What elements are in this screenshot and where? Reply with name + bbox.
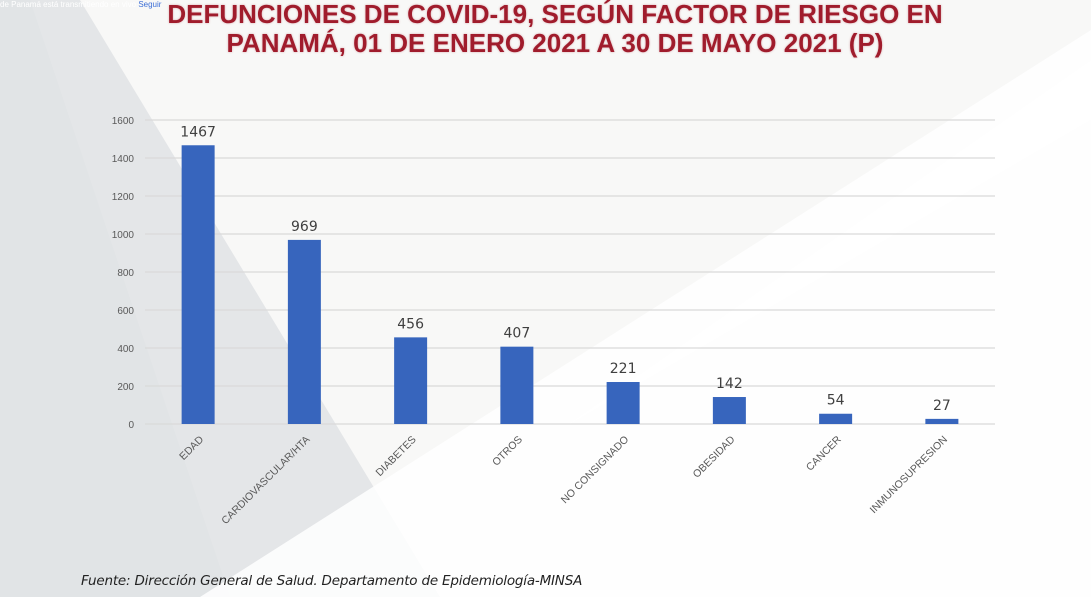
y-tick-label: 600 (117, 306, 134, 317)
data-label: 969 (291, 219, 318, 235)
bar (819, 413, 853, 424)
chart-title-line-1: DEFUNCIONES DE COVID-19, SEGÚN FACTOR DE… (167, 0, 943, 29)
data-label: 142 (716, 376, 743, 392)
bar (606, 382, 640, 424)
data-label: 407 (504, 326, 531, 342)
bar (925, 418, 959, 424)
live-stream-overlay: de Panamá está transmitiendo en vivo Seg… (0, 0, 161, 9)
x-tick-label: DIABETES (374, 434, 419, 479)
y-tick-label: 400 (117, 344, 134, 355)
y-tick-label: 1200 (112, 192, 135, 203)
data-label: 1467 (180, 124, 216, 140)
bars (181, 145, 959, 424)
y-tick-label: 1600 (112, 116, 135, 127)
source-note: Fuente: Dirección General de Salud. Depa… (81, 573, 583, 589)
bar (712, 397, 746, 424)
x-tick-label: INMUNOSUPRESION (868, 434, 950, 516)
y-tick-label: 800 (117, 268, 134, 279)
x-tick-label: CARDIOVASCULAR/HTA (219, 434, 312, 527)
y-tick-label: 1000 (112, 230, 135, 241)
y-axis-ticks: 0 200 400 600 800 1000 1200 1400 1600 (112, 116, 135, 431)
x-tick-label: OBESIDAD (691, 433, 738, 480)
bar (181, 145, 215, 424)
y-tick-label: 1400 (112, 154, 135, 165)
bar (394, 337, 428, 424)
x-axis-labels: EDAD CARDIOVASCULAR/HTA DIABETES OTROS NO CO… (177, 433, 950, 526)
live-stream-text: de Panamá está transmitiendo en vivo (0, 0, 137, 9)
bar (287, 239, 321, 424)
data-label: 456 (397, 316, 424, 332)
gridlines (145, 119, 995, 425)
chart-title: DEFUNCIONES DE COVID-19, SEGÚN FACTOR DE… (130, 0, 980, 58)
follow-link[interactable]: Seguir (138, 0, 162, 9)
data-label: 27 (933, 398, 951, 414)
x-tick-label: CANCER (804, 433, 844, 473)
y-tick-label: 0 (128, 420, 134, 431)
x-tick-label: OTROS (490, 434, 525, 469)
data-label: 54 (827, 393, 845, 409)
data-labels: 1467 969 456 407 221 142 54 27 (180, 124, 950, 414)
y-tick-label: 200 (117, 382, 134, 393)
bar (500, 346, 534, 424)
chart-title-line-2: PANAMÁ, 01 DE ENERO 2021 A 30 DE MAYO 20… (226, 28, 884, 58)
data-label: 221 (610, 361, 637, 377)
x-tick-label: EDAD (177, 433, 206, 462)
x-tick-label: NO CONSIGNADO (559, 434, 631, 506)
